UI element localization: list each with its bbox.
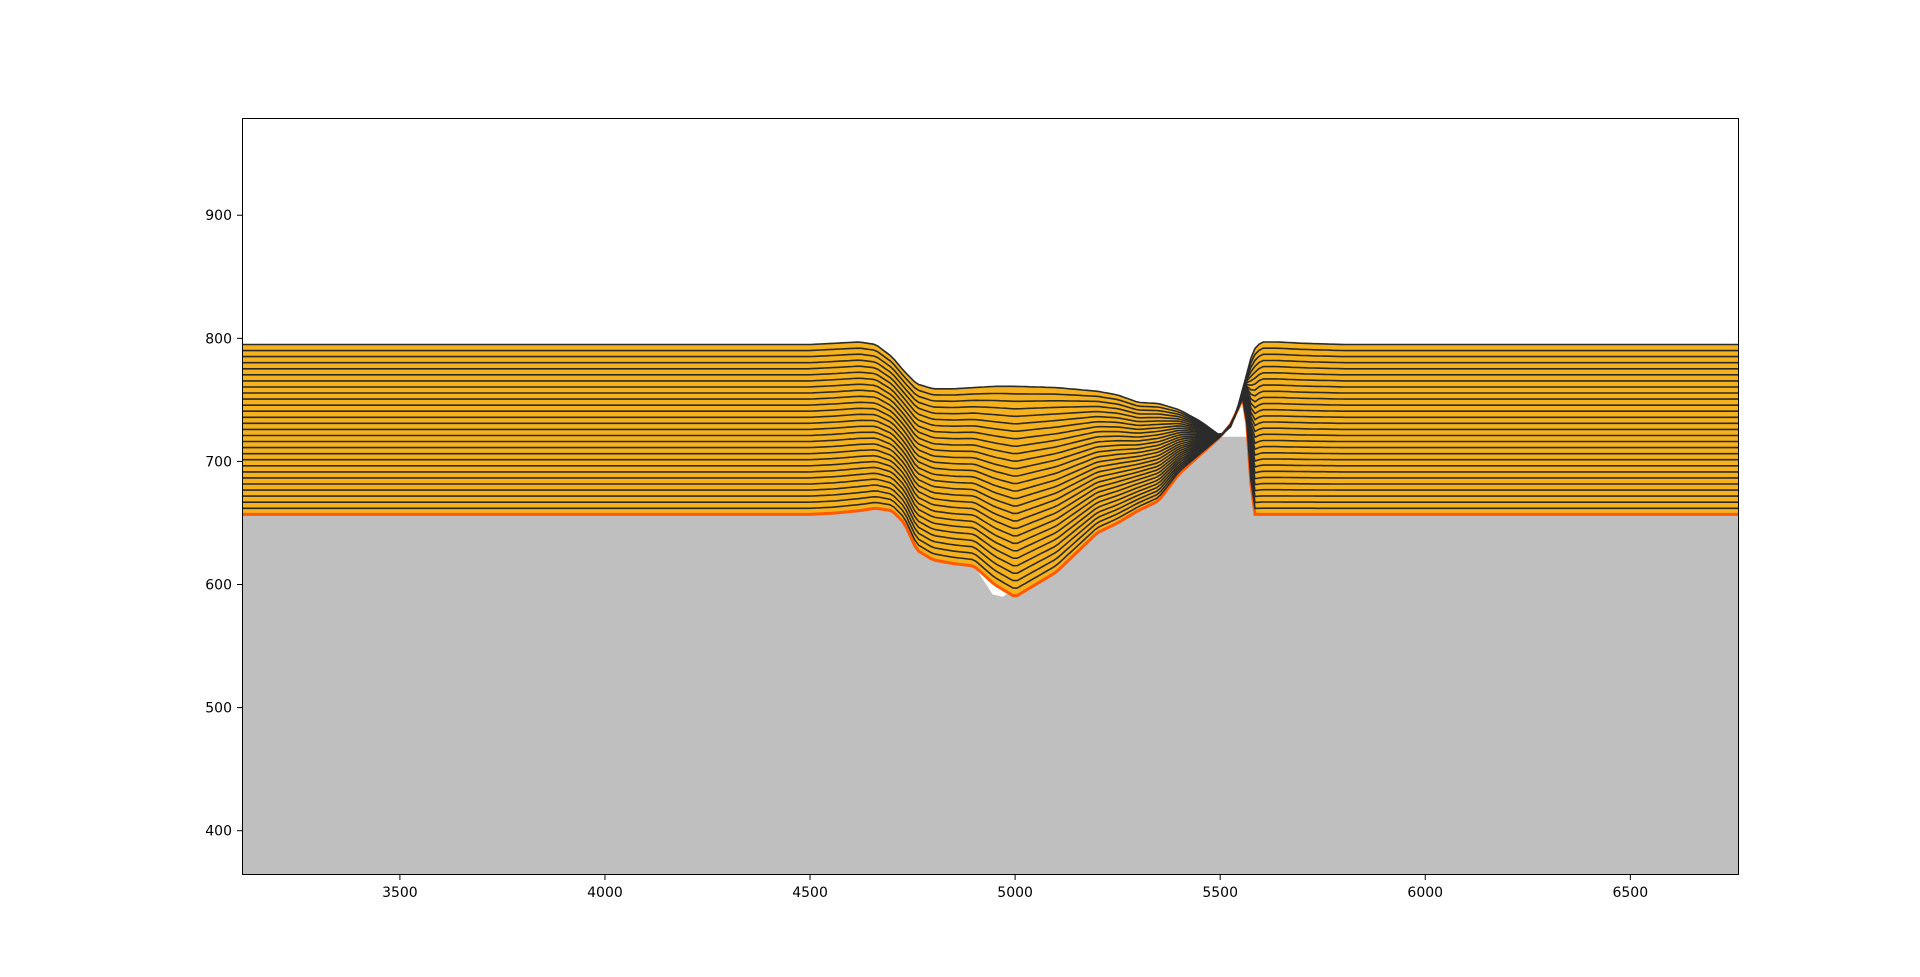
- y-tick-label: 500: [205, 701, 232, 717]
- layer-line-20: [242, 386, 1739, 448]
- layer-line-12: [242, 392, 1739, 507]
- layer-line-27: [242, 347, 1739, 436]
- layer-line-16: [242, 391, 1739, 477]
- layer-line-2: [242, 394, 1739, 582]
- layer-line-25: [242, 359, 1739, 436]
- layer-line-13: [242, 392, 1739, 500]
- layer-line-10: [242, 392, 1739, 522]
- x-tick-label: 6000: [1407, 885, 1443, 901]
- layer-line-4: [242, 394, 1739, 567]
- layer-line-5: [242, 394, 1739, 559]
- layer-line-14: [242, 392, 1739, 492]
- y-tick-label: 700: [205, 454, 232, 470]
- y-axis: 400 500 600 700 800 900: [205, 208, 242, 840]
- x-tick-label: 3500: [382, 885, 418, 901]
- layer-line-18: [242, 390, 1739, 462]
- y-tick-label: 800: [205, 331, 232, 347]
- basement-area: [242, 436, 1739, 875]
- layer-line-26: [242, 353, 1739, 436]
- layer-line-8: [242, 393, 1739, 537]
- layer-line-6: [242, 393, 1739, 552]
- y-tick-label: 600: [205, 578, 232, 594]
- layer-line-9: [242, 392, 1739, 530]
- layer-line-24: [242, 365, 1739, 436]
- layer-line-1: [242, 395, 1739, 589]
- plot-frame: [242, 118, 1739, 875]
- layer-line-11: [242, 392, 1739, 515]
- layer-line-21: [242, 383, 1739, 440]
- layer-line-23: [242, 371, 1739, 436]
- layer-line-22: [242, 377, 1739, 436]
- layer-line-3: [242, 394, 1739, 574]
- x-tick-label: 5000: [997, 885, 1033, 901]
- x-tick-label: 6500: [1612, 885, 1648, 901]
- y-tick-label: 900: [205, 208, 232, 224]
- layer-line-17: [242, 391, 1739, 470]
- y-tick-label: 400: [205, 824, 232, 840]
- erosion-surface: [242, 393, 1739, 598]
- x-tick-label: 4000: [587, 885, 623, 901]
- plot-area: [242, 341, 1739, 875]
- x-axis: 3500 4000 4500 5000 5500 6000 6500: [382, 875, 1648, 901]
- layer-line-28: [242, 341, 1739, 435]
- layer-line-19: [242, 388, 1739, 455]
- layer-line-7: [242, 393, 1739, 545]
- x-tick-label: 5500: [1202, 885, 1238, 901]
- x-tick-label: 4500: [792, 885, 828, 901]
- layer-line-15: [242, 391, 1739, 485]
